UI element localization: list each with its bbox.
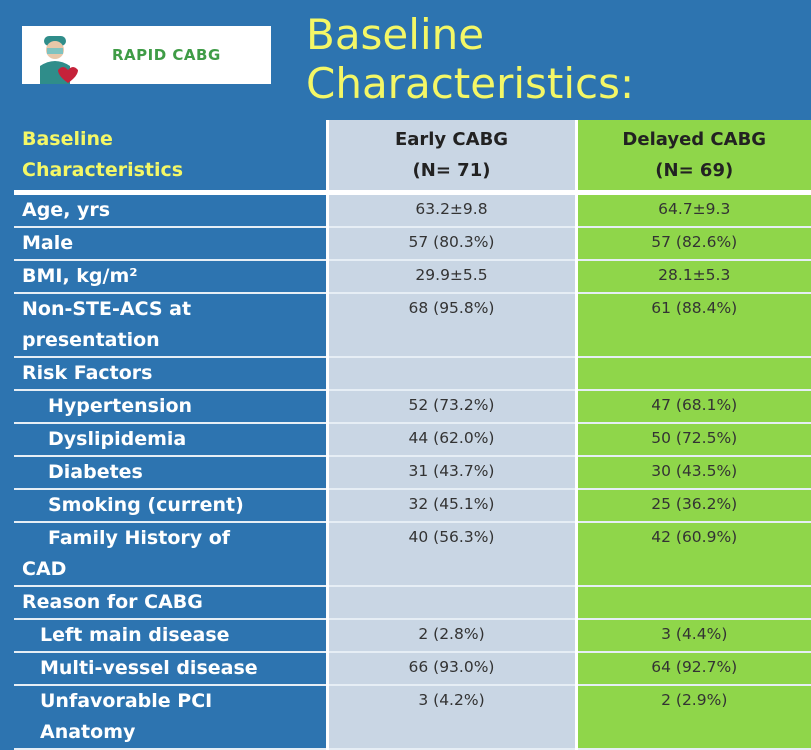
row-delayed-value: 61 (88.4%) — [576, 293, 811, 357]
rapid-cabg-logo: RAPID CABG — [22, 26, 271, 84]
row-early-value: 44 (62.0%) — [327, 423, 576, 456]
row-delayed-value — [576, 586, 811, 619]
row-label: Hypertension — [14, 390, 327, 423]
table-row: Family History of CAD 40 (56.3%) 42 (60.… — [14, 522, 811, 586]
header-early-line-1: Early CABG — [329, 124, 575, 155]
title-line-2: Characteristics: — [306, 59, 786, 108]
header-delayed-line-2: (N= 69) — [578, 155, 811, 186]
surgeon-heart-icon — [30, 26, 82, 84]
row-early-value: 63.2±9.8 — [327, 193, 576, 228]
row-delayed-value: 3 (4.4%) — [576, 619, 811, 652]
row-label: Diabetes — [14, 456, 327, 489]
row-early-value: 52 (73.2%) — [327, 390, 576, 423]
header-label-cell: Baseline Characteristics — [14, 120, 327, 193]
row-label: Left main disease — [14, 619, 327, 652]
row-label-line-2: presentation — [22, 325, 326, 356]
row-label-line-1: Non-STE-ACS at — [22, 294, 326, 325]
row-label: Smoking (current) — [14, 489, 327, 522]
section-row-risk-factors: Risk Factors — [14, 357, 811, 390]
header-early-cell: Early CABG (N= 71) — [327, 120, 576, 193]
table-row: Unfavorable PCI Anatomy 3 (4.2%) 2 (2.9%… — [14, 685, 811, 749]
logo-text: RAPID CABG — [112, 46, 221, 64]
row-delayed-value: 47 (68.1%) — [576, 390, 811, 423]
header-label-line-1: Baseline — [22, 124, 326, 155]
baseline-table-frame: Baseline Characteristics Early CABG (N= … — [14, 120, 811, 726]
table-row: Left main disease 2 (2.8%) 3 (4.4%) — [14, 619, 811, 652]
row-label: Dyslipidemia — [14, 423, 327, 456]
title-line-1: Baseline — [306, 10, 786, 59]
row-early-value: 2 (2.8%) — [327, 619, 576, 652]
row-early-value: 68 (95.8%) — [327, 293, 576, 357]
row-delayed-value — [576, 357, 811, 390]
row-delayed-value: 28.1±5.3 — [576, 260, 811, 293]
row-early-value — [327, 586, 576, 619]
table-row: Non-STE-ACS at presentation 68 (95.8%) 6… — [14, 293, 811, 357]
row-delayed-value: 42 (60.9%) — [576, 522, 811, 586]
row-early-value: 57 (80.3%) — [327, 227, 576, 260]
row-delayed-value: 57 (82.6%) — [576, 227, 811, 260]
table-row: BMI, kg/m² 29.9±5.5 28.1±5.3 — [14, 260, 811, 293]
header-label-line-2: Characteristics — [22, 155, 326, 186]
row-early-value: 32 (45.1%) — [327, 489, 576, 522]
table-row: Smoking (current) 32 (45.1%) 25 (36.2%) — [14, 489, 811, 522]
row-label-line-2: Anatomy — [40, 717, 326, 748]
table-row: Dyslipidemia 44 (62.0%) 50 (72.5%) — [14, 423, 811, 456]
row-early-value: 40 (56.3%) — [327, 522, 576, 586]
table-row: Age, yrs 63.2±9.8 64.7±9.3 — [14, 193, 811, 228]
row-label: BMI, kg/m² — [14, 260, 327, 293]
table-row: Hypertension 52 (73.2%) 47 (68.1%) — [14, 390, 811, 423]
row-label-line-1: Family History of — [22, 523, 326, 554]
row-label-line-1: Unfavorable PCI — [40, 686, 326, 717]
header-delayed-line-1: Delayed CABG — [578, 124, 811, 155]
row-delayed-value: 25 (36.2%) — [576, 489, 811, 522]
row-delayed-value: 64.7±9.3 — [576, 193, 811, 228]
row-label-line-2: CAD — [22, 554, 326, 585]
row-label: Non-STE-ACS at presentation — [14, 293, 327, 357]
row-delayed-value: 50 (72.5%) — [576, 423, 811, 456]
row-delayed-value: 30 (43.5%) — [576, 456, 811, 489]
table-header-row: Baseline Characteristics Early CABG (N= … — [14, 120, 811, 193]
row-delayed-value: 2 (2.9%) — [576, 685, 811, 749]
row-label: Male — [14, 227, 327, 260]
baseline-table: Baseline Characteristics Early CABG (N= … — [14, 120, 811, 750]
table-row: Male 57 (80.3%) 57 (82.6%) — [14, 227, 811, 260]
section-row-reason: Reason for CABG — [14, 586, 811, 619]
header-delayed-cell: Delayed CABG (N= 69) — [576, 120, 811, 193]
row-label: Age, yrs — [14, 193, 327, 228]
table-row: Multi-vessel disease 66 (93.0%) 64 (92.7… — [14, 652, 811, 685]
row-early-value: 31 (43.7%) — [327, 456, 576, 489]
row-early-value: 29.9±5.5 — [327, 260, 576, 293]
header-early-line-2: (N= 71) — [329, 155, 575, 186]
row-label: Multi-vessel disease — [14, 652, 327, 685]
row-early-value: 66 (93.0%) — [327, 652, 576, 685]
row-early-value — [327, 357, 576, 390]
page-title: Baseline Characteristics: — [306, 10, 786, 108]
row-early-value: 3 (4.2%) — [327, 685, 576, 749]
section-label: Reason for CABG — [14, 586, 327, 619]
section-label: Risk Factors — [14, 357, 327, 390]
row-label: Family History of CAD — [14, 522, 327, 586]
table-row: Diabetes 31 (43.7%) 30 (43.5%) — [14, 456, 811, 489]
row-delayed-value: 64 (92.7%) — [576, 652, 811, 685]
row-label: Unfavorable PCI Anatomy — [14, 685, 327, 749]
